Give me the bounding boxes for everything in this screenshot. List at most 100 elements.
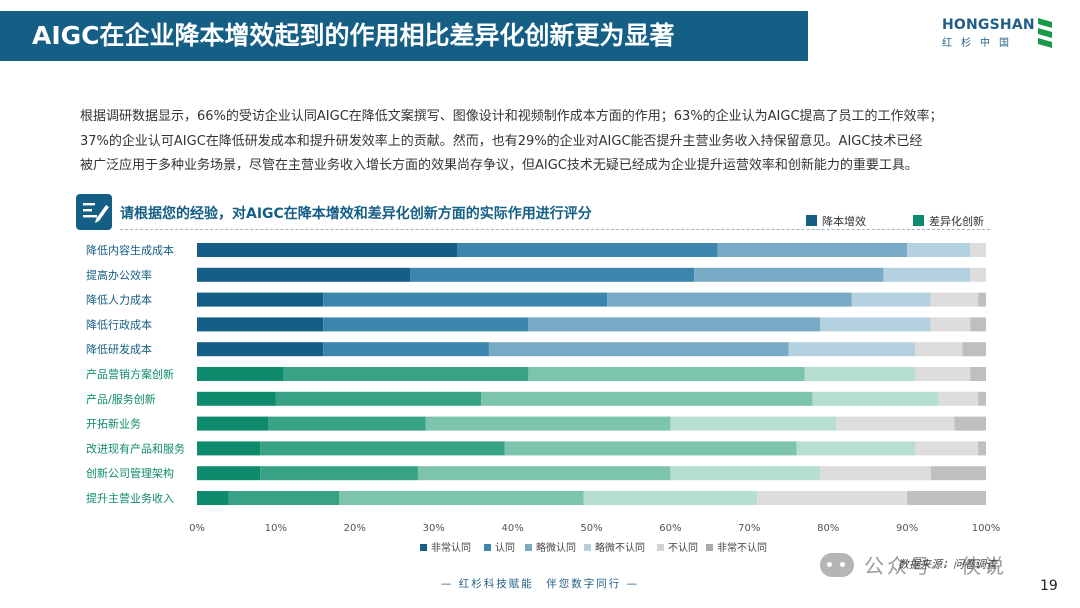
bar-segment — [425, 416, 671, 431]
question-text: 请根据您的经验，对AIGC在降本增效和差异化创新方面的实际作用进行评分 — [120, 206, 592, 222]
bar-segment — [197, 243, 458, 257]
bar-segment — [197, 391, 276, 406]
group-legend-swatch — [806, 215, 817, 226]
bar-segment — [836, 416, 955, 431]
bar-segment — [812, 391, 939, 406]
bar-segment — [907, 243, 971, 257]
legend-label: 非常不认同 — [717, 541, 767, 554]
x-tick-label: 30% — [423, 523, 445, 534]
bar-segment — [938, 391, 979, 406]
x-tick-label: 50% — [580, 523, 602, 534]
bar-segment — [197, 267, 411, 282]
title-bar: AIGC在企业降本增效起到的作用相比差异化创新更为显著 — [0, 11, 808, 61]
bar-segment — [260, 441, 505, 456]
bar-segment — [607, 292, 852, 307]
category-label: 提升主营业务收入 — [86, 491, 174, 505]
bar-segment — [339, 491, 584, 505]
bar-segment — [197, 317, 324, 332]
bar-segment — [820, 317, 931, 332]
bar-segment — [907, 491, 986, 505]
bar-segment — [457, 243, 718, 257]
category-label: 降低研发成本 — [86, 342, 152, 356]
intro-line: 根据调研数据显示，66%的受访企业认同AIGC在降低文案撰写、图像设计和视频制作… — [80, 109, 943, 124]
bar-segment — [914, 367, 971, 381]
x-tick-label: 70% — [738, 523, 760, 534]
bar-segment — [930, 292, 979, 307]
bar-segment — [197, 441, 261, 456]
legend-label: 不认同 — [668, 541, 698, 554]
legend-label: 认同 — [495, 541, 515, 554]
bar-segment — [954, 416, 986, 431]
category-label: 提高办公效率 — [86, 268, 152, 282]
category-label: 降低内容生成成本 — [86, 243, 174, 257]
bar-segment — [197, 491, 229, 505]
bar-segment — [197, 292, 324, 307]
bar-segment — [583, 491, 758, 505]
bar-segment — [528, 367, 805, 381]
bar-segment — [417, 466, 671, 481]
bar-segment — [197, 416, 269, 431]
legend-label: 略微认同 — [536, 541, 576, 554]
legend-swatch — [657, 544, 664, 551]
divider — [120, 229, 990, 230]
legend-swatch — [525, 544, 532, 551]
category-label: 产品/服务创新 — [86, 392, 156, 406]
bar-segment — [970, 267, 986, 282]
bar-segment — [670, 416, 837, 431]
bar-segment — [228, 491, 340, 505]
bar-segment — [197, 466, 261, 481]
category-label: 改进现有产品和服务 — [86, 441, 185, 455]
bar-segment — [717, 243, 908, 257]
bar-segment — [268, 416, 426, 431]
bar-segment — [275, 391, 482, 406]
bar-segment — [914, 342, 963, 357]
bar-segment — [962, 342, 986, 357]
bar-segment — [323, 342, 489, 357]
bar-segment — [323, 317, 529, 332]
page-title: AIGC在企业降本增效起到的作用相比差异化创新更为显著 — [32, 21, 675, 50]
bar-segment — [978, 292, 986, 307]
bar-segment — [528, 317, 821, 332]
bar-segment — [970, 243, 986, 257]
bar-segment — [883, 267, 971, 282]
watermark-text: 公众号 · 侠说 — [864, 554, 1008, 578]
legend-swatch — [584, 544, 591, 551]
category-label: 创新公司管理架构 — [86, 466, 174, 480]
bar-segment — [481, 391, 813, 406]
bar-segment — [978, 441, 986, 456]
x-tick-label: 0% — [189, 523, 205, 534]
x-tick-label: 20% — [344, 523, 366, 534]
bar-segment — [410, 267, 695, 282]
category-label: 降低行政成本 — [86, 317, 152, 331]
bar-segment — [757, 491, 908, 505]
logo-subtext: 红杉中国 — [942, 38, 1018, 49]
intro-line: 37%的企业认可AIGC在降低研发成本和提升研发效率上的贡献。然而，也有29%的… — [80, 133, 923, 149]
group-legend-swatch — [913, 215, 924, 226]
x-tick-label: 10% — [265, 523, 287, 534]
bar-segment — [930, 317, 971, 332]
bar-segment — [283, 367, 529, 381]
x-tick-label: 100% — [972, 523, 1001, 534]
bar-segment — [914, 441, 979, 456]
bar-segment — [197, 367, 284, 381]
bar-segment — [970, 367, 986, 381]
x-tick-label: 40% — [501, 523, 523, 534]
bar-segment — [796, 441, 915, 456]
legend-swatch — [706, 544, 713, 551]
category-label: 产品营销方案创新 — [86, 367, 174, 381]
intro-line: 被广泛应用于多种业务场景，尽管在主营业务收入增长方面的效果尚存争议，但AIGC技… — [80, 158, 918, 173]
page-number: 19 — [1040, 578, 1058, 594]
footer-tagline: — 红杉科技赋能 伴您数字同行 — — [440, 578, 640, 590]
bar-segment — [930, 466, 986, 481]
bar-segment — [488, 342, 789, 357]
category-label: 开拓新业务 — [86, 417, 141, 431]
x-tick-label: 60% — [659, 523, 681, 534]
bar-segment — [323, 292, 608, 307]
watermark: 公众号 · 侠说 — [820, 548, 1060, 580]
group-legend-label: 差异化创新 — [929, 214, 984, 228]
bar-segment — [197, 342, 324, 357]
bar-segment — [670, 466, 821, 481]
x-tick-label: 90% — [896, 523, 918, 534]
bar-segment — [788, 342, 915, 357]
